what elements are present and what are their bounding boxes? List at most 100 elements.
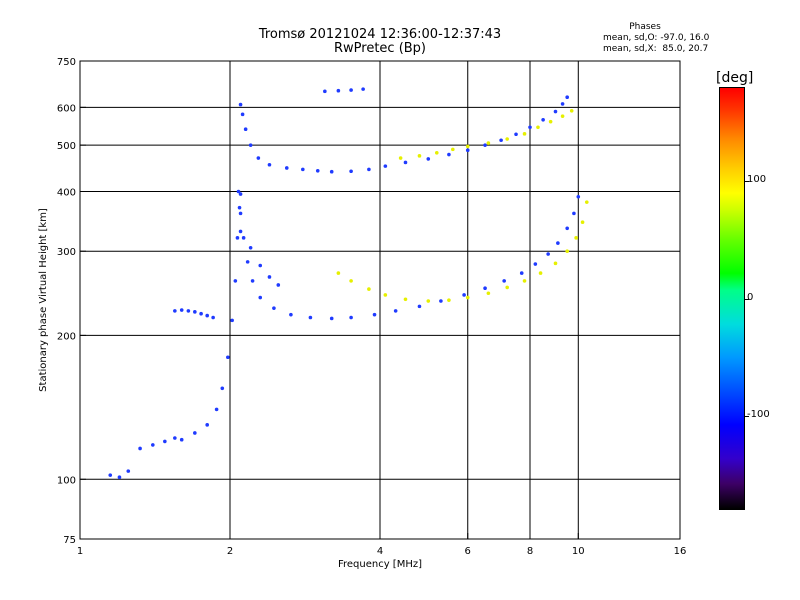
o-mode-point bbox=[336, 88, 341, 93]
o-mode-point bbox=[417, 304, 422, 309]
x-mode-point bbox=[398, 156, 403, 160]
o-mode-point bbox=[349, 169, 353, 174]
x-mode-point bbox=[584, 200, 589, 204]
points-layer bbox=[108, 87, 589, 480]
o-mode-point bbox=[267, 162, 272, 167]
o-mode-point bbox=[329, 316, 334, 321]
x-mode-point bbox=[367, 287, 371, 291]
o-mode-point bbox=[238, 229, 243, 234]
o-mode-point bbox=[245, 260, 250, 264]
phase-colorbar bbox=[719, 87, 745, 510]
x-mode-point bbox=[465, 295, 470, 300]
o-mode-point bbox=[179, 308, 184, 312]
o-mode-point bbox=[163, 439, 167, 444]
colorbar-tick-label: 0 bbox=[747, 291, 754, 303]
x-mode-point bbox=[505, 137, 509, 141]
o-mode-point bbox=[230, 318, 234, 323]
o-mode-point bbox=[393, 309, 398, 313]
o-mode-point bbox=[243, 127, 248, 131]
y-tick-label: 500 bbox=[57, 141, 76, 152]
o-mode-point bbox=[367, 167, 371, 172]
phase-stats-x: mean, sd,X: 85.0, 20.7 bbox=[603, 44, 709, 54]
o-mode-point bbox=[233, 279, 238, 283]
o-mode-point bbox=[556, 241, 560, 245]
o-mode-point bbox=[553, 109, 558, 114]
o-mode-point bbox=[447, 152, 451, 157]
x-mode-point bbox=[553, 261, 558, 266]
o-mode-point bbox=[403, 160, 408, 165]
o-mode-point bbox=[284, 166, 289, 170]
chart-subtitle: RwPretec (Bp) bbox=[333, 41, 427, 56]
o-mode-point bbox=[126, 469, 131, 473]
o-mode-point bbox=[576, 194, 581, 199]
o-mode-point bbox=[349, 88, 353, 92]
o-mode-point bbox=[349, 315, 353, 320]
o-mode-point bbox=[426, 157, 431, 161]
o-mode-point bbox=[205, 313, 209, 318]
x-tick-label: 1 bbox=[77, 546, 83, 557]
y-tick-label: 75 bbox=[63, 535, 76, 546]
phase-stats-title: Phases bbox=[629, 22, 661, 32]
o-mode-point bbox=[256, 156, 261, 160]
o-mode-point bbox=[276, 283, 281, 287]
x-mode-point bbox=[465, 144, 470, 149]
o-mode-point bbox=[308, 315, 313, 320]
x-mode-point bbox=[574, 236, 578, 240]
o-mode-point bbox=[572, 211, 576, 216]
o-mode-point bbox=[237, 205, 242, 210]
o-mode-point bbox=[179, 437, 184, 442]
chart-title: Tromsø 20121024 12:36:00-12:37:43 bbox=[258, 27, 502, 42]
x-mode-point bbox=[447, 298, 451, 302]
x-mode-point bbox=[349, 279, 353, 283]
o-mode-point bbox=[541, 118, 545, 122]
o-mode-point bbox=[214, 407, 219, 412]
y-tick-label: 300 bbox=[57, 247, 76, 258]
y-tick-label: 200 bbox=[57, 331, 76, 342]
x-mode-point bbox=[426, 299, 431, 303]
y-axis-label: Stationary phase Virtual Height [km] bbox=[38, 208, 49, 392]
o-mode-point bbox=[372, 312, 377, 317]
o-mode-point bbox=[528, 125, 532, 130]
o-mode-point bbox=[323, 89, 327, 94]
colorbar-unit-label: [deg] bbox=[716, 70, 754, 86]
x-mode-point bbox=[451, 147, 455, 152]
o-mode-point bbox=[499, 138, 503, 143]
o-mode-point bbox=[546, 252, 550, 256]
y-tick-label: 750 bbox=[57, 57, 76, 68]
o-mode-point bbox=[138, 446, 142, 451]
x-tick-label: 2 bbox=[227, 546, 233, 557]
o-mode-point bbox=[220, 386, 225, 391]
o-mode-point bbox=[289, 312, 293, 317]
x-mode-point bbox=[580, 220, 585, 225]
phase-stats-o: mean, sd,O: -97.0, 16.0 bbox=[603, 33, 710, 43]
o-mode-point bbox=[439, 299, 443, 303]
o-mode-point bbox=[250, 279, 255, 283]
o-mode-point bbox=[361, 87, 365, 91]
o-mode-point bbox=[226, 355, 230, 360]
x-mode-point bbox=[548, 119, 553, 124]
o-mode-point bbox=[301, 167, 305, 172]
o-mode-point bbox=[108, 473, 113, 477]
o-mode-point bbox=[199, 311, 203, 316]
x-mode-point bbox=[403, 297, 408, 302]
o-mode-point bbox=[173, 436, 177, 440]
colorbar-tick-mark bbox=[745, 416, 749, 417]
x-mode-point bbox=[522, 279, 527, 283]
o-mode-point bbox=[248, 245, 253, 250]
colorbar-tick-label: -100 bbox=[747, 409, 770, 420]
o-mode-point bbox=[238, 192, 243, 196]
o-mode-point bbox=[483, 286, 487, 291]
x-mode-point bbox=[522, 132, 527, 136]
y-tick-label: 100 bbox=[57, 475, 76, 486]
o-mode-point bbox=[258, 295, 263, 300]
x-tick-label: 4 bbox=[377, 546, 383, 557]
y-tick-label: 400 bbox=[57, 187, 76, 198]
o-mode-point bbox=[193, 431, 197, 435]
x-mode-point bbox=[486, 141, 491, 145]
y-tick-label: 600 bbox=[57, 103, 76, 114]
grid-layer bbox=[80, 61, 680, 539]
o-mode-point bbox=[502, 279, 506, 283]
o-mode-point bbox=[211, 315, 215, 320]
o-mode-point bbox=[193, 310, 197, 314]
